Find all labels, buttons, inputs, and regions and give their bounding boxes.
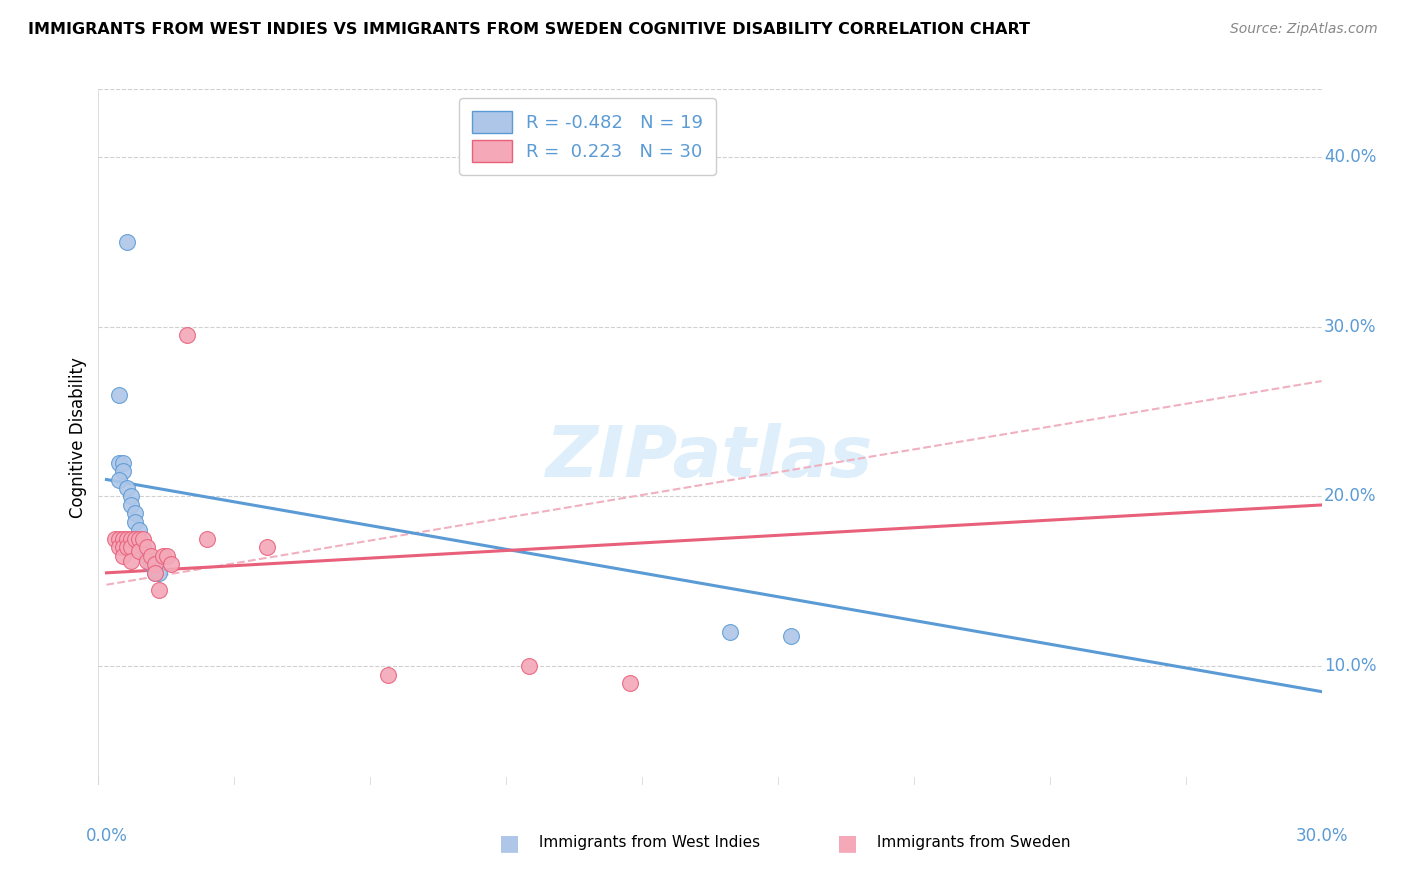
Point bbox=[377, 667, 399, 681]
Point bbox=[115, 541, 138, 555]
Text: ZIPatlas: ZIPatlas bbox=[547, 424, 873, 492]
Text: Immigrants from Sweden: Immigrants from Sweden bbox=[872, 836, 1070, 850]
Point bbox=[115, 481, 138, 495]
Point bbox=[718, 625, 741, 640]
Point bbox=[124, 507, 146, 521]
Point bbox=[139, 558, 162, 572]
Point bbox=[120, 541, 142, 555]
Point bbox=[131, 532, 153, 546]
Point bbox=[619, 676, 641, 690]
Legend: R = -0.482   N = 19, R =  0.223   N = 30: R = -0.482 N = 19, R = 0.223 N = 30 bbox=[460, 98, 716, 175]
Text: ■: ■ bbox=[499, 833, 520, 853]
Text: 20.0%: 20.0% bbox=[1324, 487, 1376, 506]
Point bbox=[103, 532, 125, 546]
Point bbox=[779, 629, 801, 643]
Point bbox=[120, 554, 142, 568]
Point bbox=[176, 328, 198, 343]
Point bbox=[143, 558, 166, 572]
Point bbox=[131, 541, 153, 555]
Point bbox=[115, 532, 138, 546]
Text: Immigrants from West Indies: Immigrants from West Indies bbox=[534, 836, 761, 850]
Point bbox=[107, 473, 129, 487]
Point bbox=[135, 541, 157, 555]
Point bbox=[135, 554, 157, 568]
Text: IMMIGRANTS FROM WEST INDIES VS IMMIGRANTS FROM SWEDEN COGNITIVE DISABILITY CORRE: IMMIGRANTS FROM WEST INDIES VS IMMIGRANT… bbox=[28, 22, 1031, 37]
Point bbox=[139, 549, 162, 563]
Text: 10.0%: 10.0% bbox=[1324, 657, 1376, 675]
Point bbox=[107, 387, 129, 401]
Point bbox=[143, 566, 166, 580]
Text: Source: ZipAtlas.com: Source: ZipAtlas.com bbox=[1230, 22, 1378, 37]
Point bbox=[120, 498, 142, 512]
Point bbox=[143, 566, 166, 580]
Point bbox=[107, 541, 129, 555]
Point bbox=[111, 456, 134, 470]
Point bbox=[115, 235, 138, 249]
Point bbox=[517, 659, 540, 673]
Text: 30.0%: 30.0% bbox=[1295, 827, 1348, 845]
Point bbox=[152, 549, 174, 563]
Point bbox=[111, 464, 134, 478]
Y-axis label: Cognitive Disability: Cognitive Disability bbox=[69, 357, 87, 517]
Point bbox=[120, 490, 142, 504]
Point bbox=[120, 532, 142, 546]
Point bbox=[160, 558, 183, 572]
Text: 0.0%: 0.0% bbox=[86, 827, 128, 845]
Text: 30.0%: 30.0% bbox=[1324, 318, 1376, 335]
Point bbox=[111, 549, 134, 563]
Point bbox=[124, 532, 146, 546]
Point bbox=[128, 532, 150, 546]
Point bbox=[107, 532, 129, 546]
Point bbox=[107, 456, 129, 470]
Text: ■: ■ bbox=[837, 833, 858, 853]
Point bbox=[128, 543, 150, 558]
Point bbox=[148, 566, 170, 580]
Point bbox=[135, 549, 157, 563]
Point bbox=[111, 532, 134, 546]
Point bbox=[256, 541, 278, 555]
Point bbox=[156, 549, 179, 563]
Point bbox=[195, 532, 218, 546]
Point bbox=[124, 515, 146, 529]
Point bbox=[111, 541, 134, 555]
Text: 40.0%: 40.0% bbox=[1324, 148, 1376, 166]
Point bbox=[128, 524, 150, 538]
Point bbox=[148, 582, 170, 597]
